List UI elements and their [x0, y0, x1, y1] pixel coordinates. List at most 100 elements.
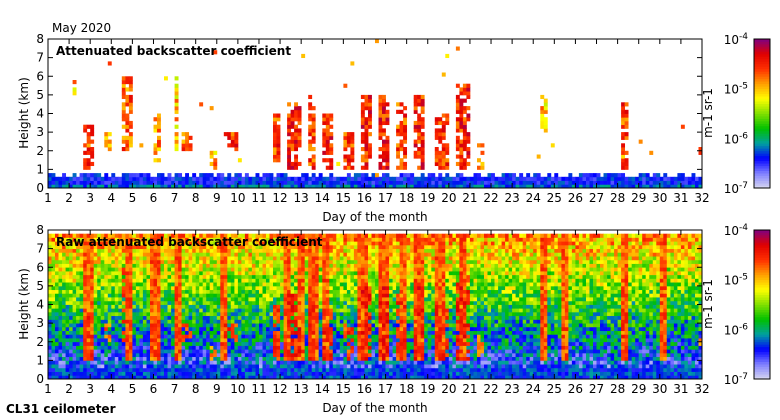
heatmap-cell — [100, 237, 105, 242]
heatmap-cell — [55, 267, 59, 272]
heatmap-cell — [185, 135, 190, 140]
heatmap-cell — [181, 147, 186, 152]
heatmap-cell — [346, 323, 351, 328]
heatmap-cell — [290, 274, 295, 279]
heatmap-cell — [318, 308, 323, 313]
heatmap-cell — [199, 349, 204, 354]
heatmap-cell — [132, 274, 137, 279]
heatmap-cell — [318, 360, 323, 365]
heatmap-cell — [325, 311, 330, 317]
heatmap-cell — [55, 334, 59, 339]
heatmap-cell — [276, 263, 281, 268]
heatmap-cell — [227, 341, 232, 346]
heatmap-cell — [417, 165, 422, 170]
heatmap-cell — [139, 364, 144, 369]
heatmap-cell — [469, 176, 474, 181]
heatmap-cell — [575, 176, 580, 181]
heatmap-cell — [343, 237, 348, 242]
heatmap-cell — [199, 256, 204, 261]
heatmap-cell — [79, 367, 84, 372]
colorbar-swatch — [754, 96, 770, 99]
heatmap-cell — [318, 256, 323, 261]
heatmap-cell — [234, 311, 239, 317]
heatmap-cell — [118, 237, 123, 242]
heatmap-cell — [174, 106, 179, 111]
heatmap-cell — [248, 323, 253, 328]
heatmap-cell — [434, 150, 439, 155]
heatmap-cell — [329, 330, 334, 335]
heatmap-cell — [269, 319, 274, 324]
heatmap-cell — [153, 147, 158, 152]
heatmap-cell — [111, 371, 116, 376]
heatmap-cell — [357, 338, 362, 343]
x-tick-label: 23 — [504, 191, 519, 205]
heatmap-cell — [294, 237, 299, 242]
heatmap-cell — [308, 252, 313, 257]
heatmap-cell — [280, 375, 285, 380]
heatmap-cell — [48, 263, 52, 268]
heatmap-cell — [262, 184, 267, 189]
heatmap-cell — [459, 180, 464, 185]
heatmap-cell — [72, 304, 77, 309]
heatmap-cell — [287, 338, 292, 343]
heatmap-cell — [378, 128, 383, 133]
heatmap-cell — [118, 345, 123, 350]
heatmap-cell — [195, 285, 200, 291]
heatmap-cell — [266, 263, 270, 268]
heatmap-cell — [357, 300, 362, 305]
heatmap-cell — [104, 293, 109, 298]
heatmap-cell — [104, 241, 109, 246]
heatmap-cell — [107, 338, 112, 343]
heatmap-cell — [213, 237, 218, 242]
heatmap-cell — [329, 113, 334, 118]
heatmap-cell — [150, 308, 154, 313]
heatmap-cell — [97, 356, 102, 361]
heatmap-cell — [164, 293, 168, 298]
heatmap-cell — [104, 244, 109, 250]
heatmap-cell — [111, 341, 116, 346]
heatmap-cell — [255, 282, 260, 287]
heatmap-cell — [171, 285, 176, 291]
heatmap-cell — [227, 304, 232, 309]
heatmap-cell — [332, 330, 337, 335]
heatmap-cell — [188, 352, 193, 358]
heatmap-cell — [262, 244, 267, 250]
heatmap-cell — [339, 375, 344, 380]
heatmap-cell — [121, 147, 126, 152]
heatmap-cell — [244, 274, 249, 279]
heatmap-cell — [339, 367, 344, 372]
heatmap-cell — [631, 180, 636, 185]
heatmap-cell — [269, 271, 274, 276]
heatmap-cell — [83, 271, 88, 276]
heatmap-cell — [206, 326, 211, 332]
heatmap-cell — [322, 371, 327, 376]
heatmap-cell — [160, 371, 165, 376]
heatmap-cell — [269, 274, 274, 279]
heatmap-cell — [417, 98, 422, 103]
heatmap-cell — [297, 161, 302, 167]
heatmap-cell — [171, 237, 176, 242]
heatmap-cell — [332, 267, 337, 272]
heatmap-cell — [357, 289, 362, 294]
heatmap-cell — [125, 248, 130, 253]
heatmap-cell — [322, 364, 327, 369]
heatmap-cell — [146, 341, 151, 346]
colorbar-swatch — [754, 116, 770, 119]
heatmap-cell — [72, 334, 77, 339]
heatmap-cell — [195, 356, 200, 361]
heatmap-cell — [290, 293, 295, 298]
heatmap-cell — [213, 161, 218, 167]
heatmap-cell — [125, 256, 130, 261]
colorbar-tick-label: 10-5 — [724, 82, 748, 97]
heatmap-cell — [128, 233, 133, 238]
heatmap-cell — [297, 135, 302, 140]
heatmap-cell — [167, 323, 172, 328]
month-label: May 2020 — [52, 21, 111, 35]
heatmap-cell — [65, 330, 70, 335]
heatmap-cell — [139, 352, 144, 358]
colorbar-swatch — [754, 71, 770, 75]
heatmap-cell — [86, 308, 91, 313]
heatmap-cell — [294, 300, 299, 305]
heatmap-cell — [79, 259, 84, 264]
heatmap-cell — [297, 341, 302, 346]
